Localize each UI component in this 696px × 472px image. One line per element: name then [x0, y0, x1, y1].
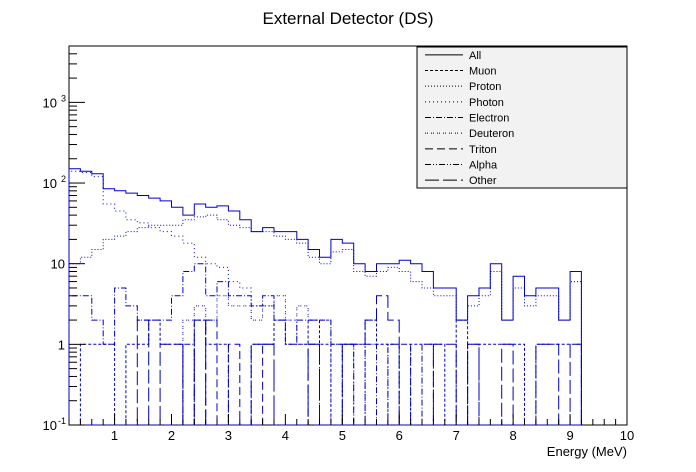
- y-tick-label: 10: [51, 257, 65, 272]
- x-tick-label: 4: [282, 428, 289, 443]
- series-layer: [68, 168, 582, 426]
- y-tick-exponent: 2: [61, 174, 66, 184]
- chart-title: External Detector (DS): [263, 9, 434, 28]
- series-line-other: [69, 295, 582, 426]
- x-tick-label: 9: [566, 428, 573, 443]
- x-tick-label: 8: [510, 428, 517, 443]
- x-tick-label: 2: [168, 428, 175, 443]
- y-tick-label: 10: [43, 95, 57, 110]
- legend-label-other: Other: [469, 175, 497, 187]
- series-line-all: [68, 168, 582, 425]
- legend-label-muon: Muon: [469, 66, 497, 78]
- legend-label-alpha: Alpha: [469, 160, 498, 172]
- x-tick-label: 7: [453, 428, 460, 443]
- x-axis: 1 2 3 4 5 6 7 8 9 10: [68, 414, 634, 443]
- x-tick-label: 1: [111, 428, 118, 443]
- legend-label-deuteron: Deuteron: [469, 128, 514, 140]
- y-tick-exponent: -1: [58, 416, 66, 426]
- x-tick-label: 10: [620, 428, 634, 443]
- legend-label-triton: Triton: [469, 144, 497, 156]
- y-tick-label: 1: [58, 337, 65, 352]
- legend: All Muon Proton Photon Electron Deuteron Trito…: [416, 46, 628, 189]
- legend-label-electron: Electron: [469, 113, 509, 125]
- x-tick-label: 5: [339, 428, 346, 443]
- legend-label-photon: Photon: [469, 97, 504, 109]
- x-tick-label: 6: [396, 428, 403, 443]
- y-tick-label: 10: [43, 176, 57, 191]
- legend-label-all: All: [469, 50, 481, 62]
- y-tick-label: 10: [43, 418, 57, 433]
- legend-label-proton: Proton: [469, 81, 501, 93]
- y-tick-exponent: 3: [61, 93, 66, 103]
- x-axis-label: Energy (MeV): [547, 444, 627, 459]
- x-tick-label: 3: [225, 428, 232, 443]
